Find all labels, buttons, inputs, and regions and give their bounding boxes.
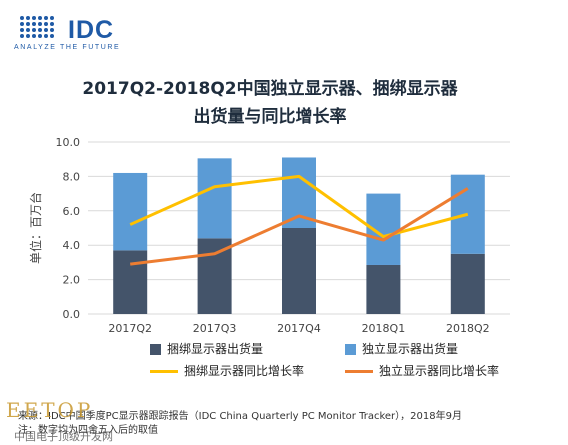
bar-bundled [450,253,485,314]
idc-globe-icon [20,16,54,38]
y-tick-label: 0.0 [63,308,81,321]
bar-bundled [366,264,401,314]
legend-swatch [150,344,161,355]
series-line-bundled-growth [129,174,469,239]
chart-title-line1: 2017Q2-2018Q2中国独立显示器、捆绑显示器 [82,79,458,99]
y-tick-label: 6.0 [63,205,81,218]
rounding-note: 注：数字均为四舍五入后的取值 [18,425,158,436]
x-tick-label: 2017Q2 [108,322,152,335]
x-tick-label: 2017Q4 [277,322,321,335]
bar-standalone [197,158,232,239]
y-tick-label: 4.0 [63,239,81,252]
y-tick-label: 10.0 [56,136,81,149]
legend-swatch [150,370,178,373]
legend-label: 独立显示器出货量 [362,342,459,356]
x-tick-label: 2018Q2 [446,322,490,335]
legend-label: 捆绑显示器同比增长率 [184,364,305,378]
legend-label: 独立显示器同比增长率 [379,364,500,378]
bar-bundled [113,250,148,314]
bar-standalone [113,172,148,251]
bar-standalone [450,174,485,254]
legend-label: 捆绑显示器出货量 [167,342,264,356]
y-tick-label: 2.0 [63,274,81,287]
chart-title-line2: 出货量与同比增长率 [193,107,347,127]
logo-tagline: ANALYZE THE FUTURE [14,44,121,51]
legend-item: 捆绑显示器同比增长率 [150,362,304,379]
legend-item: 独立显示器出货量 [345,340,458,357]
legend-item: 独立显示器同比增长率 [345,362,499,379]
legend-item: 捆绑显示器出货量 [150,340,263,357]
logo-text: IDC [68,16,115,44]
y-tick-label: 8.0 [63,170,81,183]
y-axis-label: 单位：百万台 [28,192,43,264]
x-tick-label: 2018Q1 [362,322,406,335]
eetop-watermark-subtext: 中国电子顶级开发网 [14,430,113,443]
series-line-standalone-growth [130,187,469,266]
legend-swatch [345,344,356,355]
legend-swatch [345,370,373,373]
bar-bundled [197,238,232,314]
idc-logo: IDC ANALYZE THE FUTURE [14,10,144,51]
x-tick-label: 2017Q3 [193,322,237,335]
source-note: 来源：IDC中国季度PC显示器跟踪报告（IDC China Quarterly … [18,411,462,422]
bar-bundled [282,228,316,314]
eetop-watermark: EETOP [6,398,94,422]
